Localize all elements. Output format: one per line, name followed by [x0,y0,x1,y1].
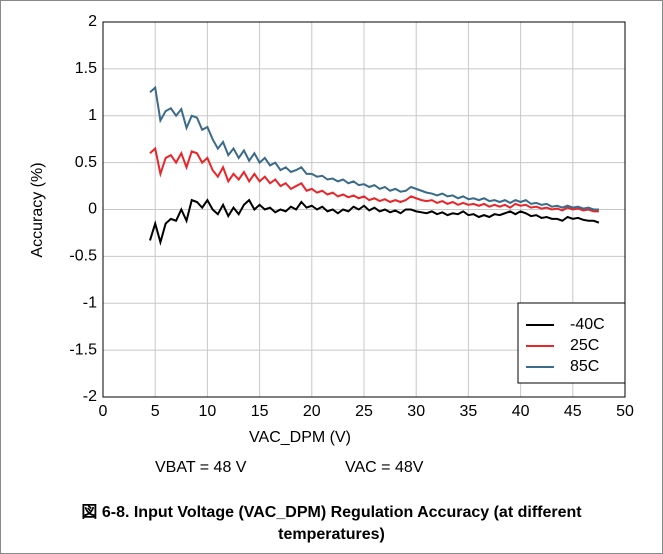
y-tick-label: 1.5 [75,60,97,77]
x-tick-label: 5 [151,403,160,420]
plot-border [102,21,626,398]
legend-label: 85C [570,358,599,375]
x-tick-label: 25 [355,403,373,420]
caption: 図 6-8. Input Voltage (VAC_DPM) Regulatio… [81,504,582,543]
legend-label: 25C [570,337,599,354]
legend-box [517,302,626,384]
y-tick-label: -1 [83,294,97,311]
x-tick-label: 10 [199,403,217,420]
y-tick-label: -0.5 [69,248,97,265]
x-tick-label: 0 [99,403,108,420]
series-line [149,198,600,247]
x-tick-label: 30 [407,403,425,420]
y-tick-label: 0.5 [75,154,97,171]
y-tick-label: -1.5 [69,341,97,358]
y-tick-label: 0 [88,201,97,218]
x-tick-label: 15 [251,403,269,420]
x-tick-label: 35 [460,403,478,420]
annotation: VBAT = 48 V [155,459,247,476]
y-tick-label: 1 [88,107,97,124]
y-axis-label: Accuracy (%) [29,162,46,257]
legend-label: -40C [570,316,605,333]
y-tick-label: -2 [83,388,97,405]
annotation: VAC = 48V [345,459,424,476]
x-tick-label: 50 [616,403,634,420]
x-tick-label: 45 [564,403,582,420]
x-tick-label: 40 [512,403,530,420]
y-tick-label: 2 [88,13,97,30]
x-tick-label: 20 [303,403,321,420]
x-axis-label: VAC_DPM (V) [249,429,351,446]
series-line [149,85,599,211]
series-line [149,146,599,213]
